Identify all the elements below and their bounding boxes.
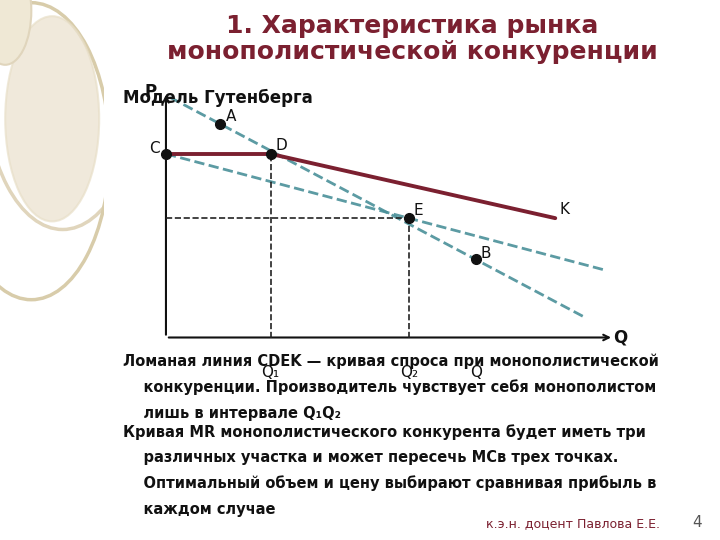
- Text: различных участка и может пересечь MCв трех точках.: различных участка и может пересечь MCв т…: [123, 450, 618, 465]
- Text: P: P: [145, 83, 157, 101]
- Text: E: E: [414, 202, 423, 218]
- Text: Оптимальный объем и цену выбирают сравнивая прибыль в: Оптимальный объем и цену выбирают сравни…: [123, 476, 656, 491]
- Text: Ломаная линия СDEK — кривая спроса при монополистической: Ломаная линия СDEK — кривая спроса при м…: [123, 354, 659, 369]
- Text: C: C: [149, 141, 160, 156]
- Text: Q: Q: [613, 328, 627, 347]
- Text: Модель Гутенберга: Модель Гутенберга: [123, 89, 312, 107]
- Text: 4: 4: [692, 515, 701, 530]
- Text: K: K: [559, 201, 570, 217]
- Text: монополистической конкуренции: монополистической конкуренции: [167, 40, 657, 64]
- Text: Q₂: Q₂: [400, 365, 418, 380]
- Text: конкуренции. Производитель чувствует себя монополистом: конкуренции. Производитель чувствует себ…: [123, 380, 656, 395]
- Text: Q₁: Q₁: [261, 365, 279, 380]
- Text: 1. Характеристика рынка: 1. Характеристика рынка: [226, 14, 598, 37]
- Text: лишь в интервале Q₁Q₂: лишь в интервале Q₁Q₂: [123, 406, 341, 421]
- Ellipse shape: [0, 0, 32, 65]
- Text: каждом случае: каждом случае: [123, 502, 275, 517]
- Text: B: B: [481, 246, 491, 261]
- Text: Q: Q: [469, 365, 482, 380]
- Text: D: D: [276, 138, 287, 153]
- Text: A: A: [225, 109, 235, 124]
- Text: к.э.н. доцент Павлова Е.Е.: к.э.н. доцент Павлова Е.Е.: [486, 517, 660, 530]
- Text: Кривая MR монополистического конкурента будет иметь три: Кривая MR монополистического конкурента …: [123, 424, 646, 440]
- Ellipse shape: [5, 16, 99, 221]
